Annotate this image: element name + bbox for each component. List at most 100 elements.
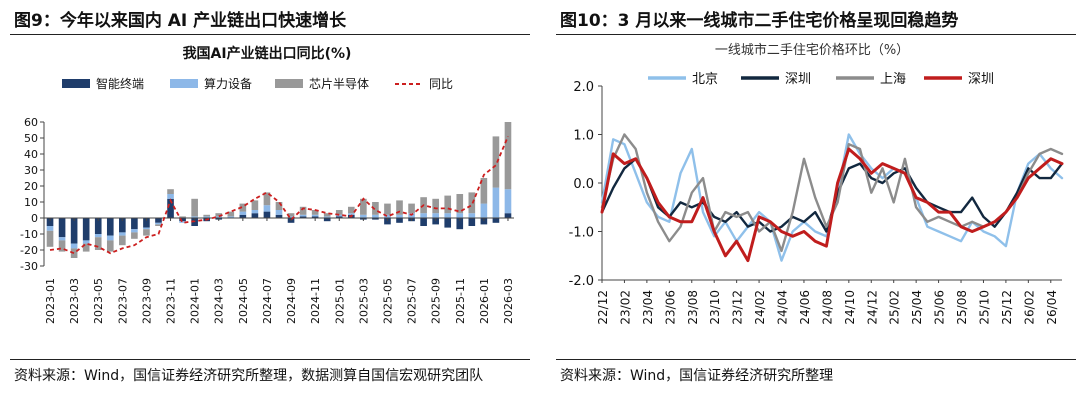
bar	[432, 218, 439, 225]
y-tick-label: 20	[24, 180, 38, 193]
bar	[299, 206, 307, 215]
legend-label: 深圳	[785, 72, 811, 87]
y-tick-label: -20	[20, 244, 38, 257]
chart-title: 一线城市二手住宅价格环比（%）	[715, 42, 909, 58]
x-tick-label: 24/02	[753, 290, 767, 325]
bar	[106, 240, 114, 252]
bar	[251, 213, 259, 218]
legend-label: 深圳	[968, 72, 994, 87]
x-tick-label: 24/04	[776, 290, 790, 325]
x-tick-label: 2023-05	[92, 278, 105, 324]
yoy-line	[49, 136, 509, 255]
series-line	[600, 133, 1064, 262]
bar	[504, 122, 512, 190]
x-tick-label: 25/06	[933, 290, 947, 325]
bar	[347, 213, 355, 215]
y-tick-label: -10	[20, 228, 38, 241]
y-tick-label: -2.0	[569, 274, 594, 289]
bar	[311, 216, 319, 218]
bar	[179, 221, 186, 223]
bar	[58, 240, 66, 252]
bar	[287, 216, 295, 218]
y-tick-label: 50	[24, 132, 38, 145]
legend-label: 智能终端	[96, 76, 144, 91]
x-tick-label: 2025-03	[357, 278, 370, 324]
figure-9-panel: 图9：今年以来国内 AI 产业链出口快速增长 我国AI产业链出口同比(%) 智能终…	[0, 0, 534, 420]
bar	[384, 203, 391, 215]
housing-price-chart: 一线城市二手住宅价格环比（%） 北京 深圳 上海 深圳 2.0 1.0 0.0 -1.0 -2.0…	[569, 42, 1064, 325]
bar	[444, 218, 452, 228]
bar	[360, 198, 367, 215]
bar	[372, 214, 379, 218]
bar	[360, 214, 367, 218]
legend-item: 上海	[836, 72, 906, 87]
bar	[167, 194, 174, 199]
top-rule	[556, 34, 1076, 35]
bar	[492, 136, 500, 188]
bar	[143, 218, 150, 228]
bar	[46, 230, 54, 247]
bar	[82, 240, 90, 244]
bar	[131, 232, 138, 239]
bar	[155, 222, 162, 225]
x-tick-label: 24/08	[820, 290, 834, 325]
legend-item: 芯片半导体	[275, 77, 369, 91]
bar	[131, 218, 138, 230]
x-tick-label: 2024-11	[309, 278, 322, 324]
bar	[251, 200, 259, 210]
bar	[239, 203, 247, 212]
y-tick-label: 60	[24, 116, 38, 129]
bar	[456, 218, 464, 230]
ai-export-chart: 我国AI产业链出口同比(%) 智能终端 算力设备 芯片半导体 同比 -30 -20 -10 0 1…	[20, 45, 515, 324]
series-line	[600, 133, 1064, 253]
bar	[275, 214, 283, 218]
bar	[70, 218, 78, 244]
bar	[323, 213, 331, 217]
legend-label: 北京	[692, 72, 718, 87]
x-tick-label: 2026-01	[478, 278, 491, 324]
x-tick-label: 2025-07	[406, 278, 419, 324]
bar	[155, 224, 162, 226]
x-tick-label: 2023-01	[44, 278, 57, 324]
bar	[106, 235, 114, 241]
bar	[432, 198, 439, 214]
bar	[456, 194, 464, 214]
x-tick-label: 26/04	[1045, 290, 1059, 325]
bar	[70, 243, 78, 249]
x-tick-label: 24/06	[798, 290, 812, 325]
x-tick-label: 24/10	[843, 290, 857, 325]
top-rule	[10, 34, 530, 35]
y-tick-label: 0	[31, 212, 38, 225]
bar	[227, 211, 235, 217]
legend-item: 北京	[648, 72, 718, 87]
y-tick-label: 1.0	[573, 129, 594, 144]
bar	[323, 216, 331, 218]
x-tick-label: 25/04	[910, 290, 924, 325]
bar	[58, 237, 66, 241]
x-tick-label: 2025-09	[430, 278, 443, 324]
bottom-rule	[556, 359, 1076, 360]
x-tick-label: 2024-03	[213, 278, 226, 324]
bar	[372, 202, 379, 215]
legend-item: 深圳	[924, 72, 994, 87]
x-tick-label: 2024-09	[285, 278, 298, 324]
legend-label: 芯片半导体	[309, 77, 369, 91]
x-tick-label: 2025-05	[381, 278, 394, 324]
legend-item: 深圳	[741, 72, 811, 87]
x-tick-label: 23/06	[663, 290, 677, 325]
bar	[384, 218, 391, 225]
x-tick-label: 2023-09	[140, 278, 153, 324]
x-tick-label: 2023-11	[165, 278, 178, 324]
bar	[251, 210, 259, 214]
x-tick-label: 2025-11	[454, 278, 467, 324]
bar	[191, 216, 198, 218]
bar	[396, 214, 403, 218]
bar	[480, 218, 488, 225]
bar	[143, 229, 150, 236]
bar	[167, 189, 174, 194]
bar	[155, 218, 162, 223]
x-tick-label: 25/10	[977, 290, 991, 325]
y-tick-label: -1.0	[569, 226, 594, 241]
bar	[94, 218, 102, 234]
bar	[94, 237, 102, 250]
